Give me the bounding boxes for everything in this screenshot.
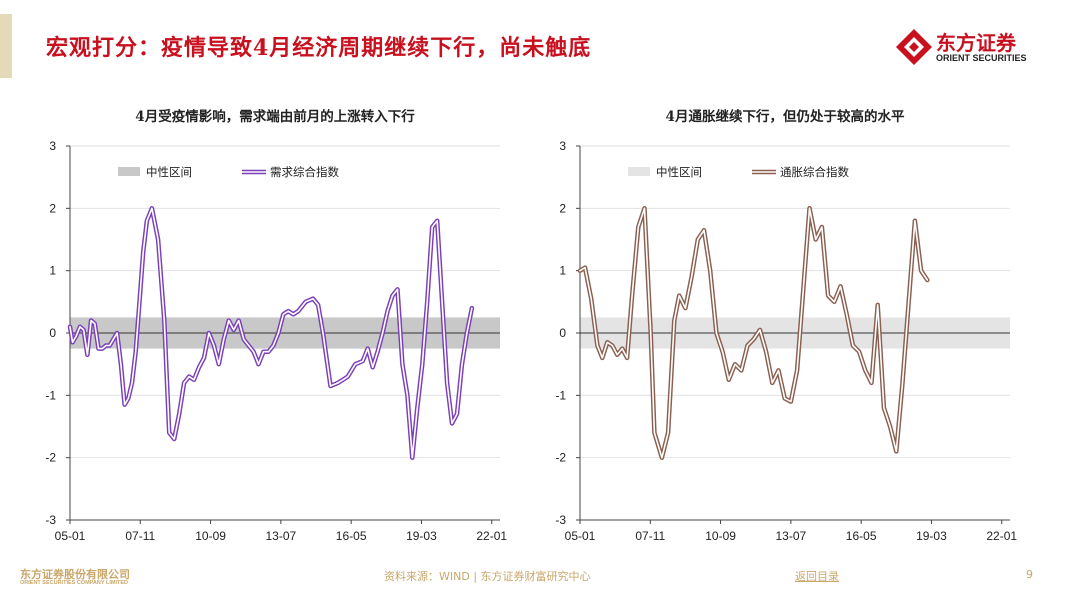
legend-band-swatch (628, 167, 650, 176)
source-note: 资料来源：WIND | 东方证券财富研究中心 (384, 570, 591, 583)
page-number: 9 (1026, 568, 1033, 581)
header-accent-bar (0, 14, 12, 78)
legend-label: 通胀综合指数 (780, 165, 849, 179)
x-tick-label: 13-07 (266, 529, 297, 543)
chart-title: 4月通胀继续下行，但仍处于较高的水平 (665, 109, 905, 125)
y-tick-label: 2 (49, 201, 56, 215)
y-tick-label: 1 (49, 264, 56, 278)
diamond-logo-icon (896, 29, 932, 65)
x-tick-label: 16-05 (846, 529, 877, 543)
legend-label: 需求综合指数 (270, 165, 339, 179)
y-tick-label: -1 (555, 388, 566, 402)
y-tick-label: 0 (559, 326, 566, 340)
x-tick-label: 10-09 (705, 529, 736, 543)
x-tick-label: 19-03 (406, 529, 437, 543)
footer-logo-cn: 东方证券股份有限公司 (20, 568, 130, 581)
x-tick-label: 05-01 (55, 529, 86, 543)
y-tick-label: 3 (559, 139, 566, 153)
y-tick-label: -3 (45, 513, 56, 527)
x-tick-label: 13-07 (776, 529, 807, 543)
x-tick-label: 16-05 (336, 529, 367, 543)
x-tick-label: 07-11 (125, 529, 155, 543)
series-line-inner (579, 207, 929, 459)
y-tick-label: -2 (45, 451, 56, 465)
demand-chart: 4月受疫情影响，需求端由前月的上涨转入下行 3 2 1 0 -1 -2 -3 05-01 07-… (30, 100, 520, 545)
legend-label: 中性区间 (656, 165, 702, 179)
y-tick-label: -3 (555, 513, 566, 527)
series-line-inner (69, 207, 473, 459)
logo-text-cn: 东方证券 (936, 31, 1016, 55)
back-to-contents-link[interactable]: 返回目录 (795, 570, 839, 583)
legend-band-swatch (118, 167, 140, 176)
logo-text-en: ORIENT SECURITIES (936, 53, 1027, 63)
company-logo: 东方证券 ORIENT SECURITIES (894, 25, 1044, 69)
y-tick-label: 1 (559, 264, 566, 278)
x-tick-label: 10-09 (195, 529, 226, 543)
y-tick-label: -2 (555, 451, 566, 465)
chart-title: 4月受疫情影响，需求端由前月的上涨转入下行 (135, 109, 415, 125)
inflation-chart: 4月通胀继续下行，但仍处于较高的水平 3 2 1 0 -1 -2 -3 05-01 07-11 1… (540, 100, 1030, 545)
x-tick-label: 19-03 (916, 529, 947, 543)
y-tick-label: 3 (49, 139, 56, 153)
x-tick-label: 05-01 (565, 529, 596, 543)
x-tick-label: 22-01 (986, 529, 1017, 543)
x-tick-label: 07-11 (635, 529, 665, 543)
y-tick-label: 0 (49, 326, 56, 340)
x-tick-label: 22-01 (476, 529, 507, 543)
y-tick-label: 2 (559, 201, 566, 215)
legend-label: 中性区间 (146, 165, 192, 179)
demand-chart-svg: 3 2 1 0 -1 -2 -3 05-01 07-11 10-09 13-07 16-05 19-03… (45, 139, 507, 543)
slide-title: 宏观打分：疫情导致4月经济周期继续下行，尚未触底 (46, 35, 592, 61)
footer-logo: 东方证券股份有限公司 ORIENT SECURITIES COMPANY LIM… (20, 566, 170, 590)
y-tick-label: -1 (45, 388, 56, 402)
footer-logo-en: ORIENT SECURITIES COMPANY LIMITED (20, 580, 128, 586)
inflation-chart-svg: 3 2 1 0 -1 -2 -3 05-01 07-11 10-09 13-07 16-05 19-03… (555, 139, 1017, 543)
